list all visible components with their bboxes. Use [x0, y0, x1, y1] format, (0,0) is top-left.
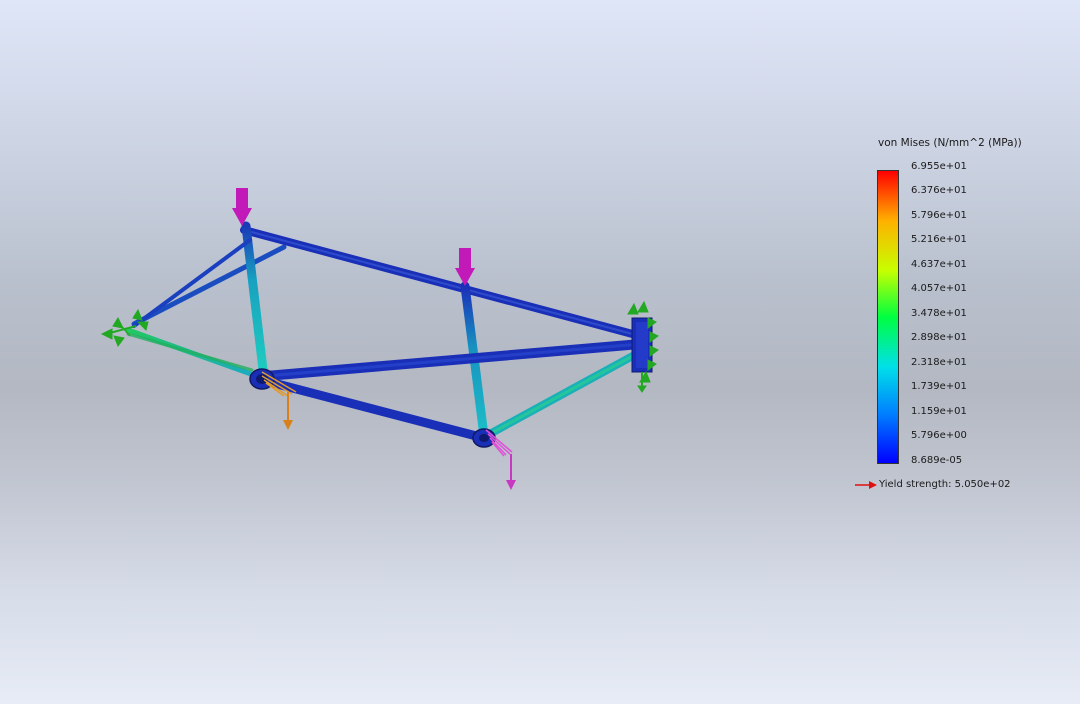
legend-tick: 5.796e+00 [911, 430, 967, 441]
rear-bottom-bracket [472, 428, 513, 457]
yield-strength-label: Yield strength: 5.050e+02 [879, 479, 1011, 490]
stress-legend: von Mises (N/mm^2 (MPa)) 6.955e+01 6.376… [855, 130, 1070, 510]
legend-tick: 1.739e+01 [911, 381, 967, 392]
front-bottom-bracket [249, 368, 297, 397]
legend-tick: 2.898e+01 [911, 332, 967, 343]
fixture-rear-dropout-icon [100, 308, 149, 348]
front-seat-tube [241, 221, 269, 383]
head-tube [631, 317, 653, 373]
arrow-right-icon [855, 480, 877, 489]
legend-title: von Mises (N/mm^2 (MPa)) [878, 137, 1022, 149]
legend-tick: 8.689e-05 [911, 455, 963, 466]
legend-tick: 4.057e+01 [911, 283, 967, 294]
lower-tube [257, 375, 489, 443]
color-scale-bar [877, 170, 899, 464]
legend-tick: 6.955e+01 [911, 161, 967, 172]
legend-tick: 4.637e+01 [911, 259, 967, 270]
legend-tick: 2.318e+01 [911, 357, 967, 368]
legend-tick: 1.159e+01 [911, 406, 967, 417]
cross-brace [132, 238, 252, 328]
legend-tick: 6.376e+01 [911, 185, 967, 196]
yield-strength-indicator: Yield strength: 5.050e+02 [854, 479, 1011, 490]
rear-triangle [125, 244, 287, 381]
legend-tick: 5.216e+01 [911, 234, 967, 245]
bearing-load-rear-icon [506, 454, 516, 490]
load-arrow-rear-seat-icon [455, 248, 475, 286]
legend-tick: 5.796e+01 [911, 210, 967, 221]
bearing-load-front-icon [283, 392, 293, 430]
fixture-head-tube-icon [627, 300, 659, 393]
load-arrow-front-seat-icon [232, 188, 252, 226]
legend-tick: 3.478e+01 [911, 308, 967, 319]
